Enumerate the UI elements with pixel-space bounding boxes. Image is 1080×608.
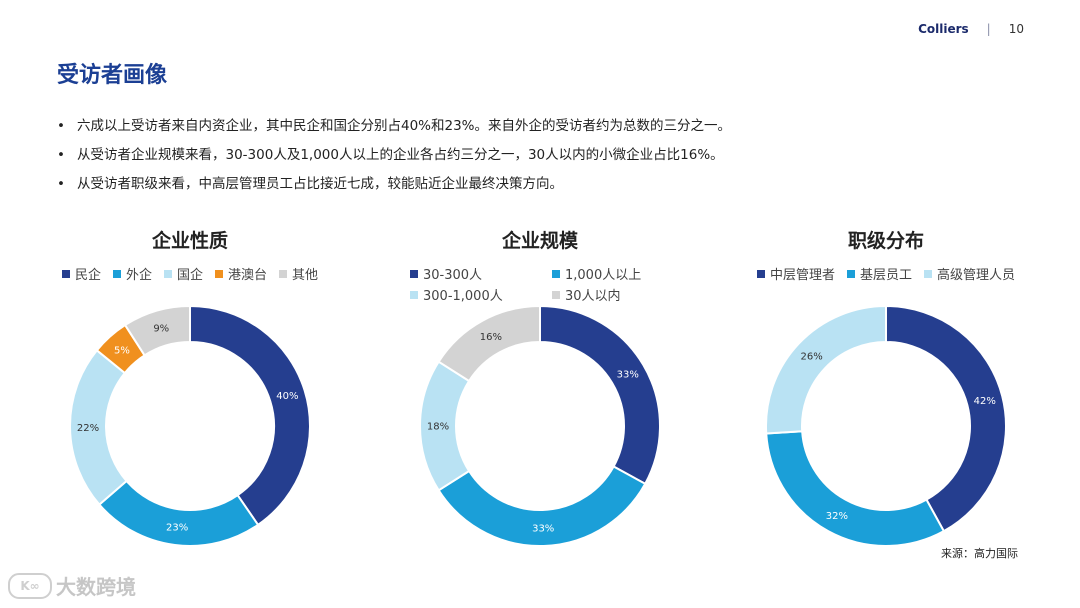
page-title: 受访者画像	[57, 63, 168, 88]
legend-item: 外企	[112, 264, 152, 283]
header-separator: |	[986, 22, 991, 36]
brand-logo-text: Colliers	[918, 22, 969, 36]
slice-label: 33%	[617, 370, 639, 381]
bullet-marker: •	[57, 176, 65, 192]
donut-slice-1	[885, 306, 1006, 533]
bullet-item: • 从受访者职级来看，中高层管理员工占比接近七成，较能贴近企业最终决策方向。	[57, 170, 1037, 199]
legend-label: 300-1,000人	[423, 289, 503, 304]
donut-slice-5	[123, 306, 191, 357]
slice-label: 26%	[801, 352, 823, 363]
legend-swatch	[924, 269, 932, 278]
donut-chart: 40% 23% 22% 5% 9%	[70, 306, 310, 546]
legend-item: 30人以内	[552, 285, 682, 304]
legend-label: 30-300人	[423, 268, 483, 283]
legend-item: 高级管理人员	[924, 264, 1015, 283]
chart-title: 企业规模	[501, 230, 578, 252]
slice-label: 40%	[276, 391, 298, 402]
slice-label: 9%	[153, 324, 169, 335]
slice-label: 18%	[427, 422, 449, 433]
legend-label: 国企	[176, 268, 203, 283]
legend-item: 港澳台	[215, 264, 267, 283]
slice-label: 23%	[166, 523, 188, 534]
legend-label: 民企	[74, 268, 101, 283]
chart-job-level: 职级分布 中层管理者 基层员工 高级管理人员 42% 32% 26%	[721, 218, 1051, 558]
bullet-text: 从受访者企业规模来看，30-300人及1,000人以上的企业各占约三分之一，30…	[77, 147, 724, 163]
legend-label: 港澳台	[228, 268, 268, 283]
legend-item: 其他	[279, 264, 318, 283]
donut-slice-4	[437, 306, 541, 383]
legend-label: 基层员工	[859, 268, 912, 283]
slice-label: 33%	[532, 523, 554, 534]
legend-swatch	[552, 269, 560, 278]
legend-label: 外企	[125, 268, 152, 283]
legend-label: 1,000人以上	[565, 268, 642, 283]
bullet-text: 从受访者职级来看，中高层管理员工占比接近七成，较能贴近企业最终决策方向。	[77, 176, 563, 192]
legend-swatch	[112, 269, 121, 278]
legend-item: 基层员工	[846, 264, 912, 283]
watermark-logo-icon: K∞	[8, 572, 52, 599]
donut-chart: 33% 33% 18% 16%	[420, 306, 660, 546]
slice-label: 42%	[974, 396, 996, 407]
legend-label: 30人以内	[565, 289, 621, 304]
legend-swatch	[410, 269, 418, 278]
watermark: K∞ 大数跨境	[8, 571, 136, 600]
slice-label: 32%	[826, 511, 848, 522]
slice-label: 5%	[114, 345, 130, 356]
donut-slice-1	[189, 306, 310, 527]
chart-title: 职级分布	[847, 230, 924, 252]
bullet-list: • 六成以上受访者来自内资企业，其中民企和国企分别占40%和23%。来自外企的受…	[57, 112, 1037, 199]
donut-slice-2	[437, 465, 647, 546]
donut-slice-2	[766, 430, 946, 546]
legend-label: 高级管理人员	[937, 268, 1016, 283]
slice-label: 16%	[480, 332, 502, 343]
legend-swatch	[215, 269, 223, 278]
legend-swatch	[846, 269, 855, 278]
bullet-item: • 六成以上受访者来自内资企业，其中民企和国企分别占40%和23%。来自外企的受…	[57, 112, 1037, 141]
chart-legend: 中层管理者 基层员工 高级管理人员	[721, 264, 1051, 283]
legend-item: 民企	[61, 264, 101, 283]
legend-item: 中层管理者	[756, 264, 835, 283]
chart-enterprise-size: 企业规模 30-300人 1,000人以上 300-1,000人 30人以内 33% 3…	[375, 218, 705, 558]
legend-swatch	[552, 290, 560, 299]
legend-label: 中层管理者	[769, 268, 835, 283]
donut-slice-2	[97, 479, 260, 546]
donut-slice-3	[766, 306, 887, 435]
chart-enterprise-type: 企业性质 民企 外企 国企 港澳台 其他 40% 23% 22% 5% 9%	[25, 218, 355, 558]
slice-label: 22%	[77, 423, 99, 434]
legend-item: 国企	[163, 264, 203, 283]
header-meta: Colliers | 10	[918, 22, 1024, 36]
page-number: 10	[1008, 22, 1024, 36]
bullet-marker: •	[57, 147, 65, 163]
chart-legend: 30-300人 1,000人以上 300-1,000人 30人以内	[375, 264, 705, 304]
bullet-text: 六成以上受访者来自内资企业，其中民企和国企分别占40%和23%。来自外企的受访者…	[77, 118, 732, 134]
legend-item: 30-300人	[410, 264, 540, 283]
legend-label: 其他	[292, 268, 319, 283]
donut-chart: 42% 32% 26%	[766, 306, 1006, 546]
legend-swatch	[163, 269, 172, 278]
legend-item: 1,000人以上	[552, 264, 682, 283]
watermark-text: 大数跨境	[56, 575, 136, 599]
legend-swatch	[410, 290, 418, 299]
chart-legend: 民企 外企 国企 港澳台 其他	[25, 264, 355, 283]
bullet-item: • 从受访者企业规模来看，30-300人及1,000人以上的企业各占约三分之一，…	[57, 141, 1037, 170]
bullet-marker: •	[57, 118, 65, 134]
legend-swatch	[279, 269, 288, 278]
legend-item: 300-1,000人	[410, 285, 540, 304]
source-note: 来源：高力国际	[941, 547, 1018, 560]
donut-slice-1	[539, 306, 660, 486]
chart-title: 企业性质	[151, 230, 228, 252]
legend-swatch	[756, 269, 765, 278]
legend-swatch	[61, 269, 70, 278]
